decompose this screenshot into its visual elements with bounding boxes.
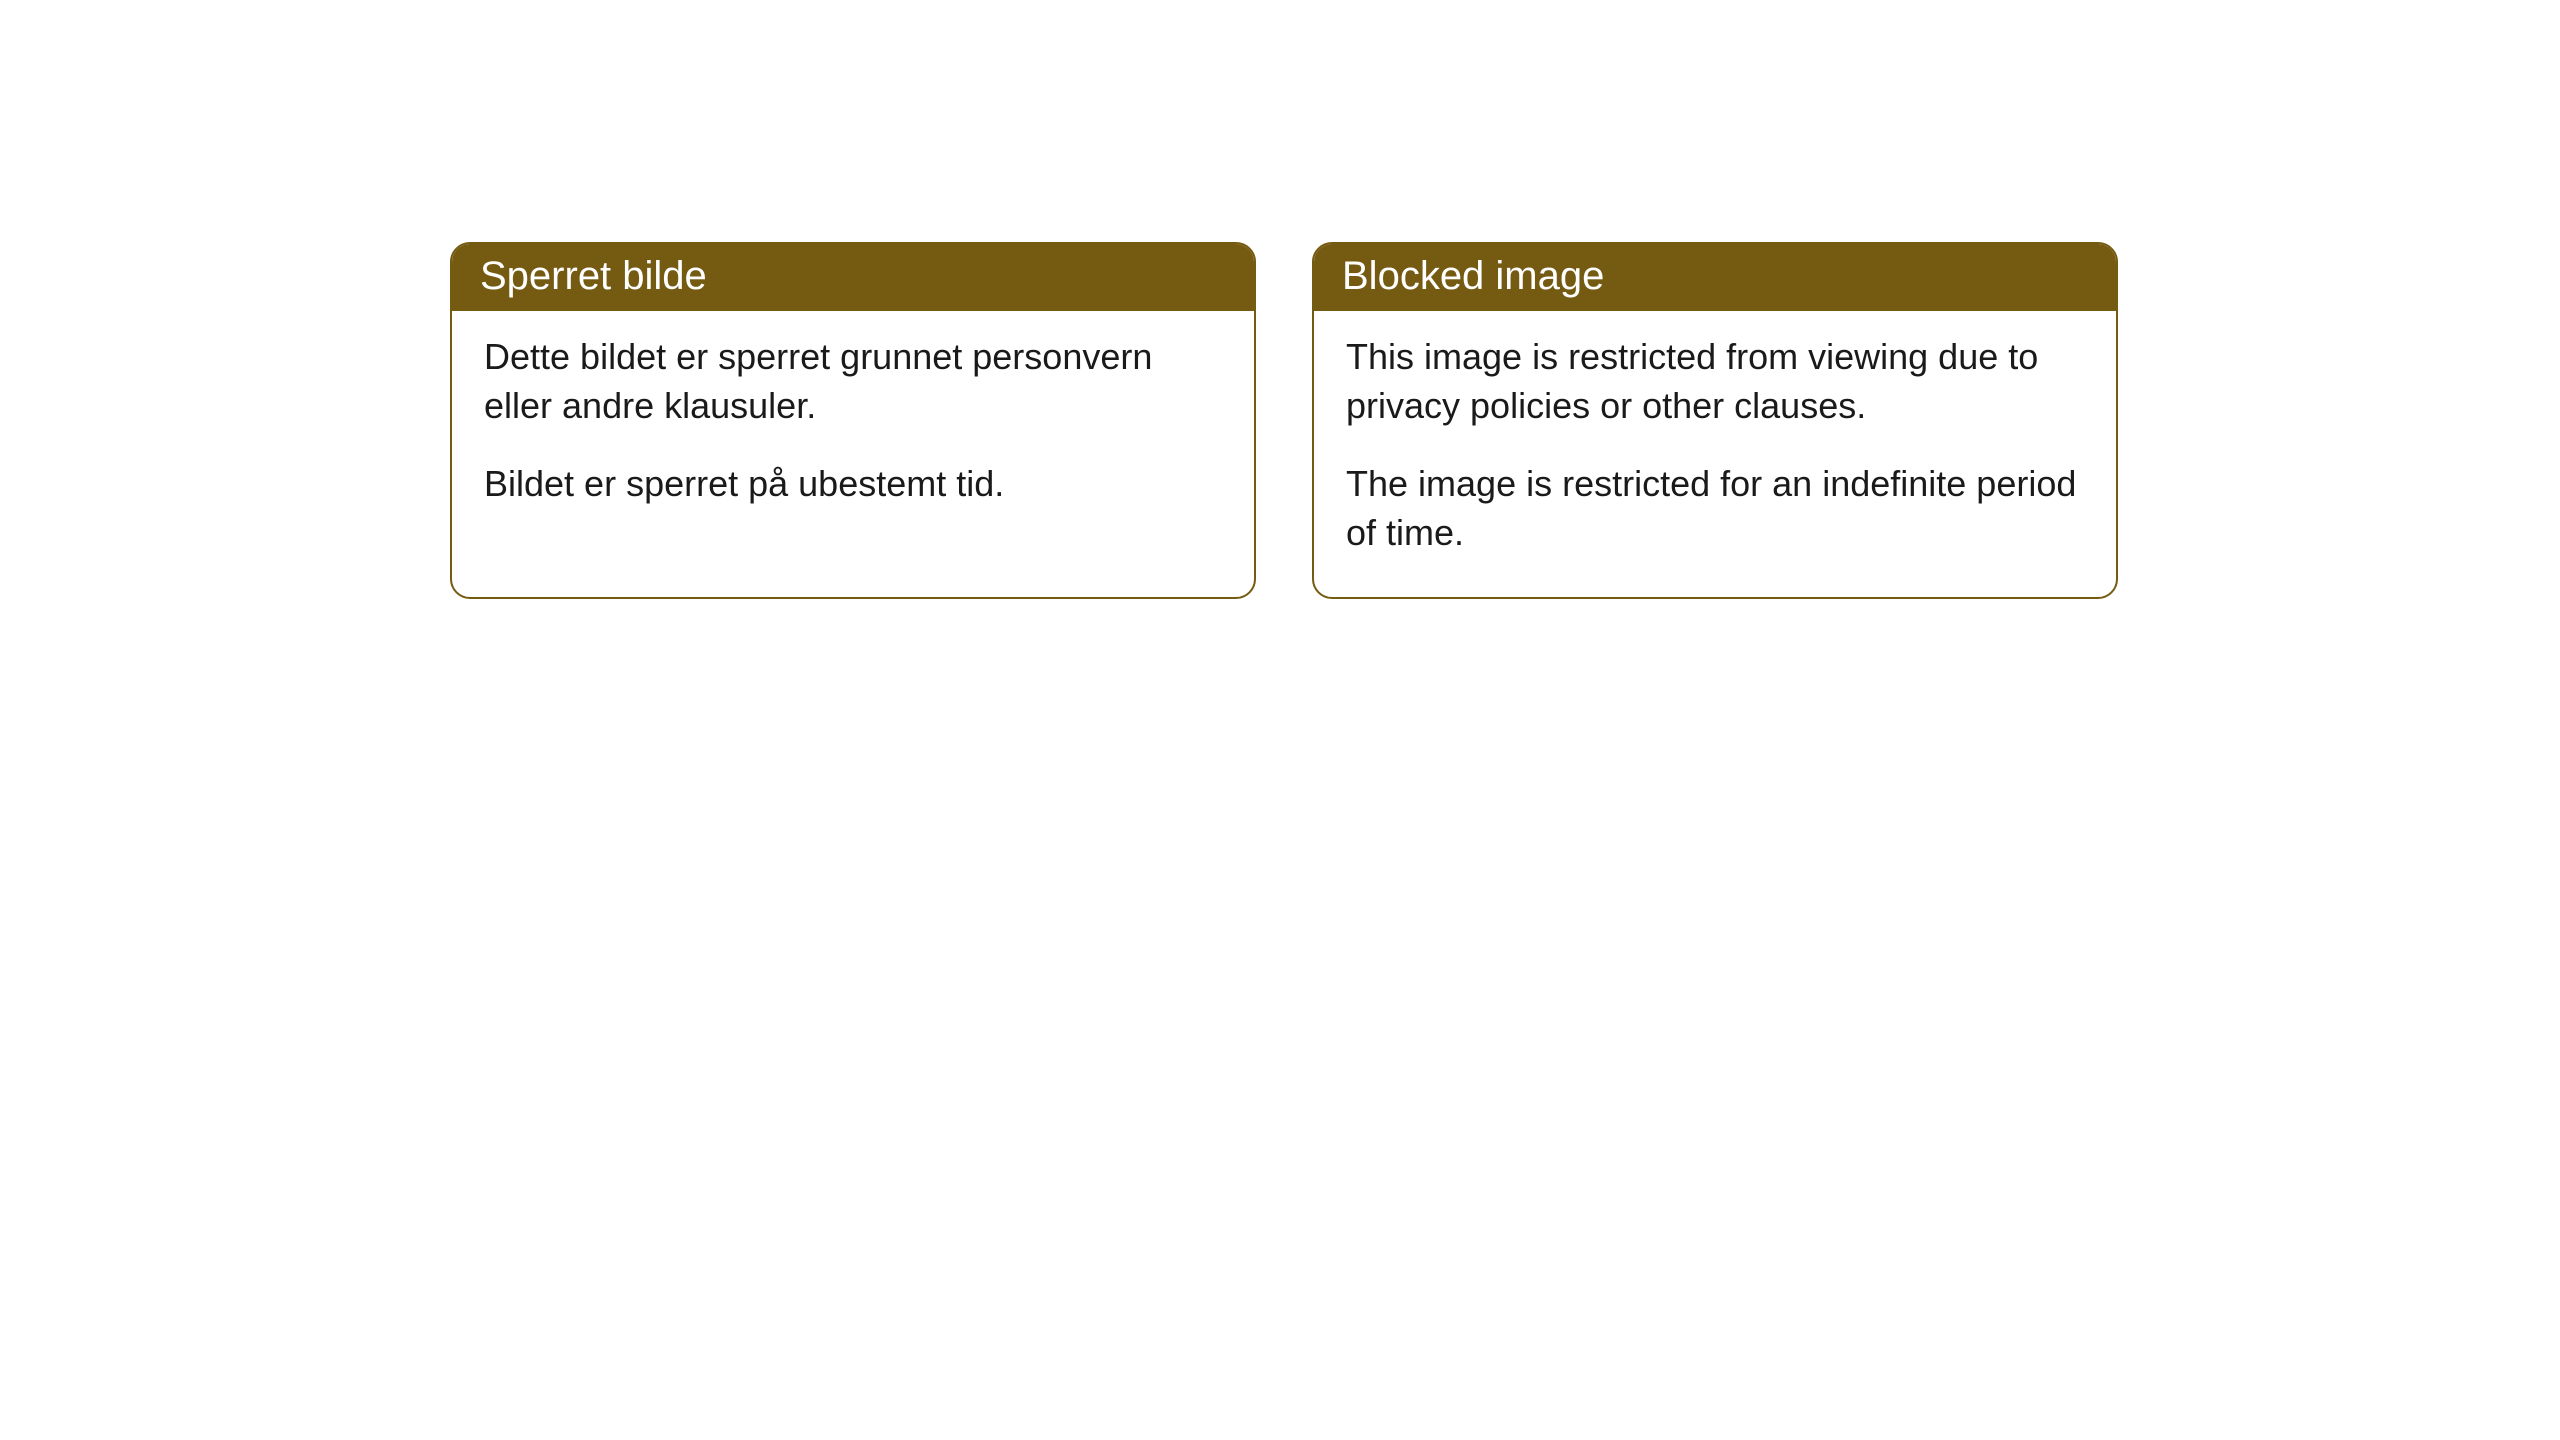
notice-card-norwegian: Sperret bilde Dette bildet er sperret gr… [450,242,1256,599]
notice-cards-container: Sperret bilde Dette bildet er sperret gr… [450,242,2118,599]
card-header-english: Blocked image [1314,244,2116,311]
notice-text-1-en: This image is restricted from viewing du… [1346,333,2084,430]
notice-text-2-en: The image is restricted for an indefinit… [1346,460,2084,557]
card-header-norwegian: Sperret bilde [452,244,1254,311]
card-body-norwegian: Dette bildet er sperret grunnet personve… [452,311,1254,549]
card-body-english: This image is restricted from viewing du… [1314,311,2116,597]
notice-text-1-no: Dette bildet er sperret grunnet personve… [484,333,1222,430]
notice-text-2-no: Bildet er sperret på ubestemt tid. [484,460,1222,509]
notice-card-english: Blocked image This image is restricted f… [1312,242,2118,599]
